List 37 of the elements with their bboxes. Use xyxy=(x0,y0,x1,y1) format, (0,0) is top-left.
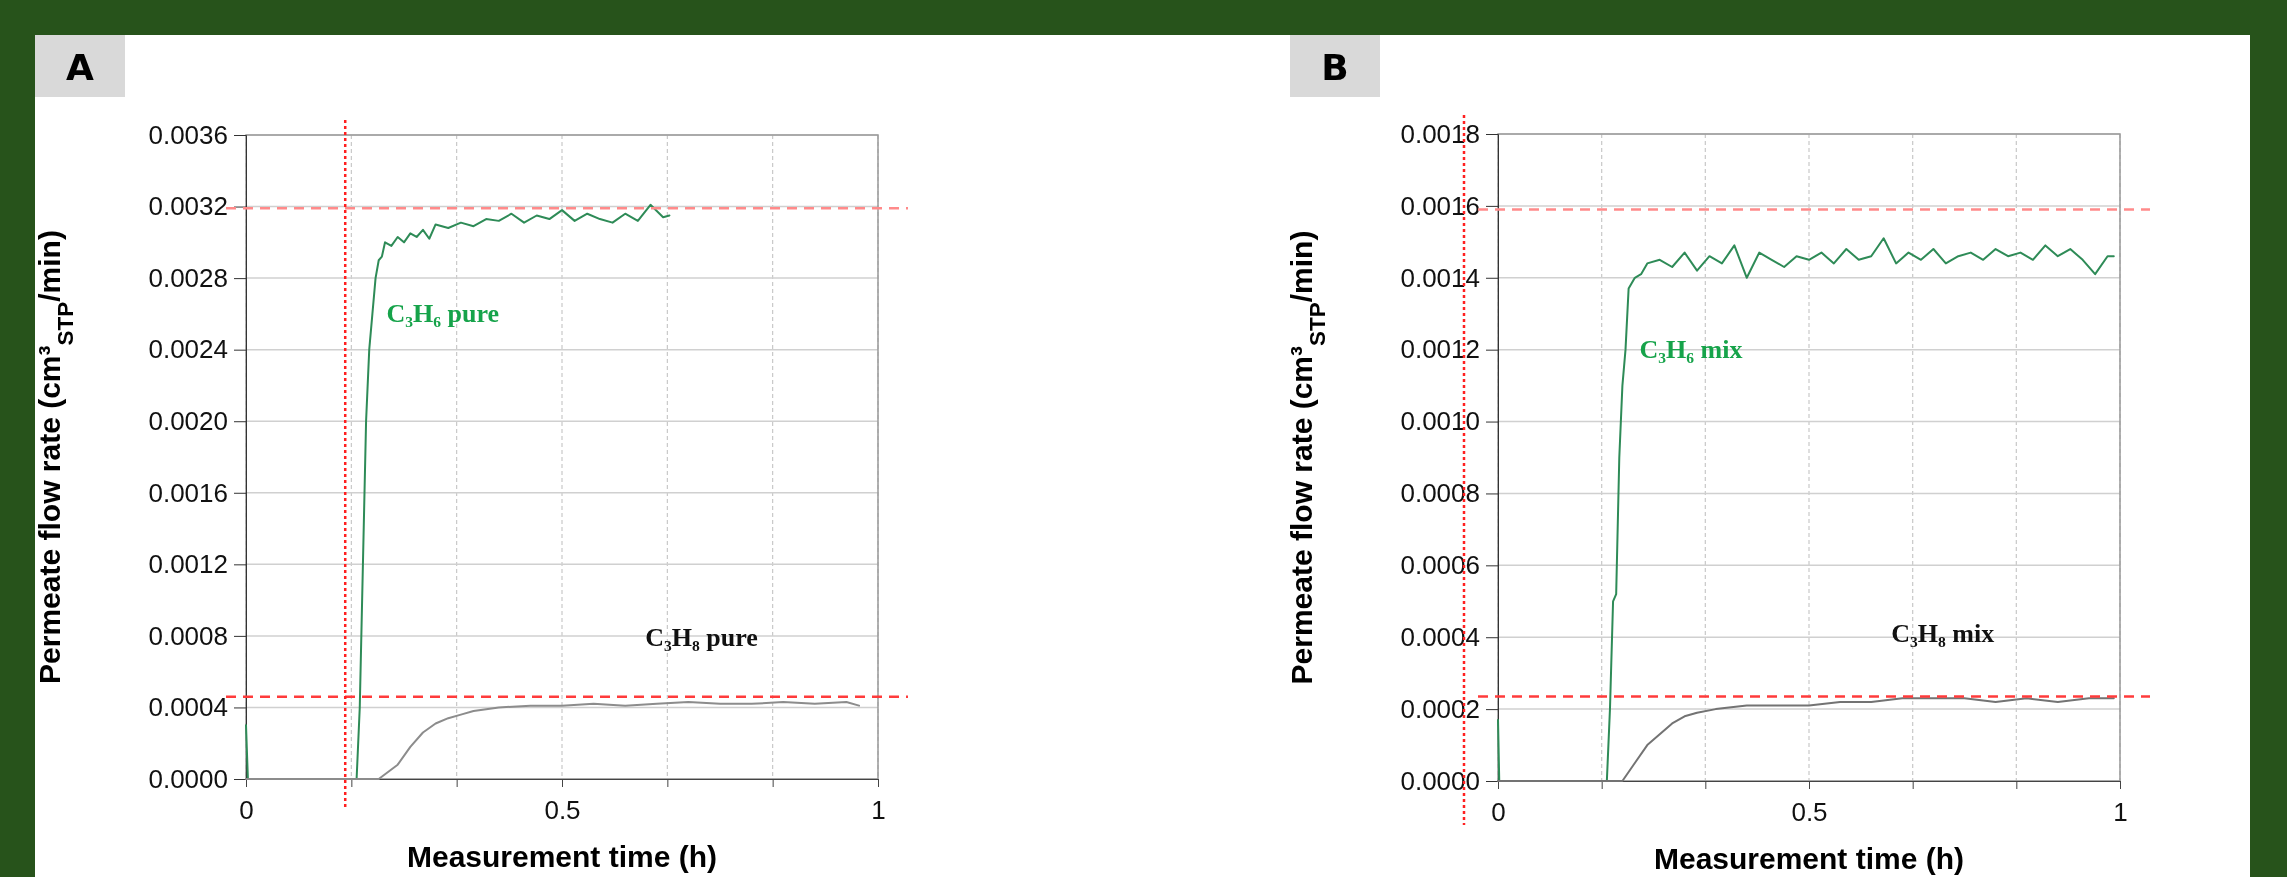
x-axis-title: Measurement time (h) xyxy=(406,840,718,873)
y-tick-label: 0.0000 xyxy=(148,763,228,794)
chart-title: A xyxy=(66,47,95,88)
series-label: C₃H₆ mix xyxy=(1639,334,1743,364)
x-tick-label: 1 xyxy=(2113,797,2128,828)
series-label: C₃H₆ pure xyxy=(386,298,500,328)
line-series xyxy=(1497,697,2115,782)
y-tick-label: 0.0004 xyxy=(1400,622,1480,653)
series-label: C₃H₈ mix xyxy=(1891,618,1995,648)
y-tick-label: 0.0008 xyxy=(1400,478,1480,509)
x-tick-label: 0.5 xyxy=(544,795,581,826)
series-label: C₃H₈ pure xyxy=(645,622,758,652)
chart-title: B xyxy=(1321,47,1349,88)
line-series xyxy=(245,701,861,780)
x-axis-title: Measurement time (h) xyxy=(1653,842,1965,875)
y-tick-label: 0.0016 xyxy=(1400,190,1480,221)
line-series xyxy=(1497,237,2115,782)
y-tick-label: 0.0016 xyxy=(148,477,228,508)
y-tick-label: 0.0012 xyxy=(1400,334,1480,365)
y-tick-label: 0.0002 xyxy=(1400,693,1480,724)
x-tick-label: 0 xyxy=(1491,797,1506,828)
y-tick-label: 0.0018 xyxy=(1400,118,1480,149)
y-tick-label: 0.0010 xyxy=(1400,406,1480,437)
y-tick-label: 0.0036 xyxy=(148,119,228,150)
x-tick-label: 0.5 xyxy=(1791,797,1828,828)
y-tick-label: 0.0014 xyxy=(1400,262,1480,293)
y-tick-label: 0.0032 xyxy=(148,191,228,222)
y-tick-label: 0.0024 xyxy=(148,334,228,365)
x-tick-label: 0 xyxy=(239,795,254,826)
y-tick-label: 0.0028 xyxy=(148,262,228,293)
x-tick-label: 1 xyxy=(871,795,886,826)
y-tick-label: 0.0012 xyxy=(148,549,228,580)
y-tick-label: 0.0000 xyxy=(1400,765,1480,796)
y-tick-label: 0.0006 xyxy=(1400,550,1480,581)
y-tick-label: 0.0004 xyxy=(148,692,228,723)
y-tick-label: 0.0008 xyxy=(148,620,228,651)
y-tick-label: 0.0020 xyxy=(148,406,228,437)
